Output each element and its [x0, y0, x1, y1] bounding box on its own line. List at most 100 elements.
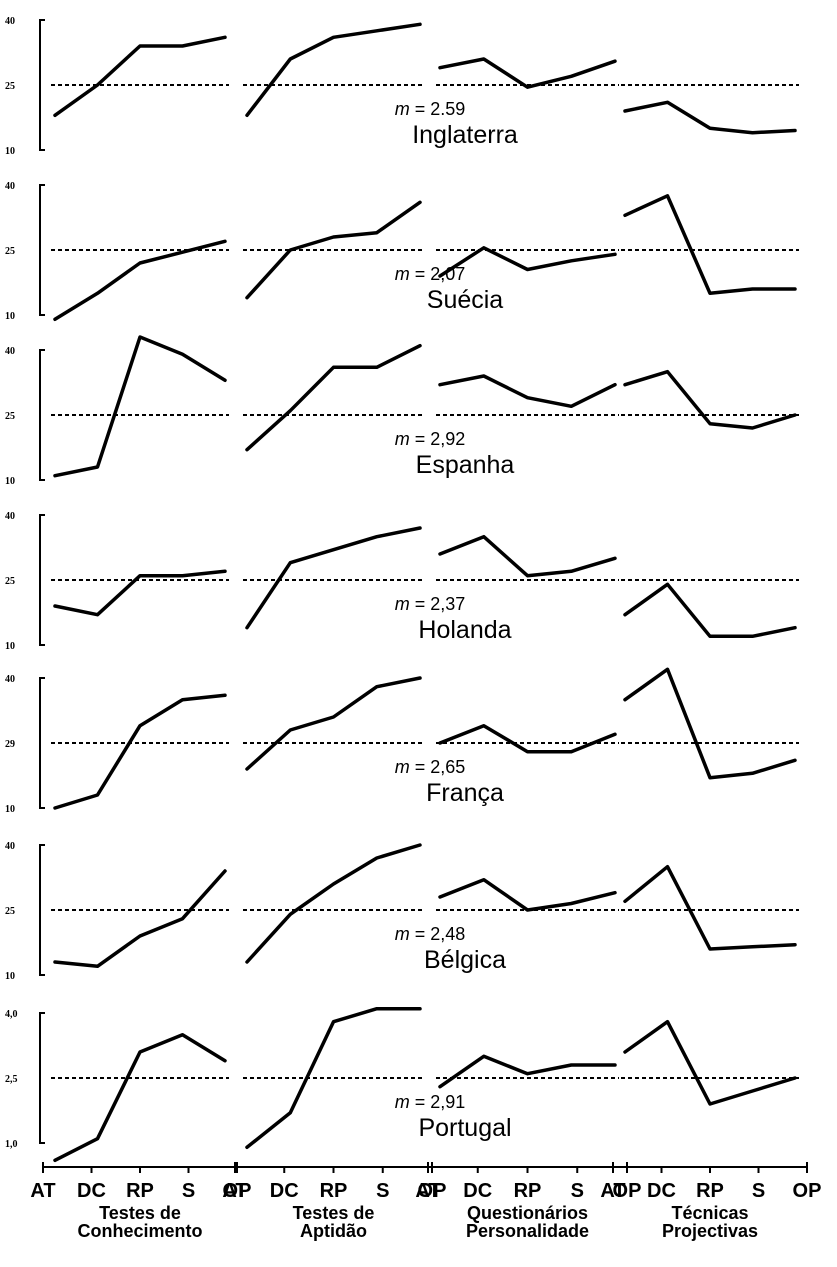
y-tick-label: 10 [5, 311, 15, 322]
y-tick-label: 10 [5, 476, 15, 487]
country-label: Portugal [418, 1114, 511, 1142]
y-tick-label: 2,5 [5, 1074, 18, 1085]
series-line-3 [623, 100, 797, 135]
country-label: Holanda [418, 616, 511, 644]
series-line-2 [438, 1054, 617, 1089]
series-line-0 [53, 693, 227, 810]
y-tick-label: 40 [5, 346, 15, 357]
series-line-1 [245, 843, 422, 964]
y-tick-label: 29 [5, 739, 15, 750]
y-tick-label: 10 [5, 804, 15, 815]
series-line-3 [623, 582, 797, 639]
x-tick-label: DC [647, 1180, 676, 1202]
series-line-1 [245, 676, 422, 771]
series-line-3 [623, 1019, 797, 1106]
y-tick-label: 40 [5, 674, 15, 685]
x-tick-label: S [571, 1180, 584, 1202]
m-label: m = 2,07 [395, 264, 466, 284]
series-line-2 [438, 877, 617, 912]
x-axis-bracket [427, 1162, 628, 1168]
x-tick-label: AT [30, 1180, 55, 1202]
country-label: Inglaterra [412, 121, 518, 149]
x-tick-label: S [752, 1180, 765, 1202]
x-tick-label: RP [320, 1180, 348, 1202]
y-tick-label: 1,0 [5, 1139, 18, 1150]
y-tick-label: 10 [5, 641, 15, 652]
y-axis [39, 1012, 45, 1144]
series-line-0 [53, 35, 227, 118]
m-label: m = 2.59 [395, 99, 466, 119]
y-axis [39, 677, 45, 809]
group-label-line2: Conhecimento [77, 1221, 202, 1241]
y-tick-label: 25 [5, 576, 15, 587]
m-label: m = 2,92 [395, 429, 466, 449]
y-tick-label: 40 [5, 841, 15, 852]
m-label: m = 2,37 [395, 594, 466, 614]
group-label-line1: Testes de [293, 1203, 375, 1223]
x-tick-label: S [376, 1180, 389, 1202]
y-axis [39, 349, 45, 481]
y-axis [39, 184, 45, 316]
country-label: França [426, 779, 504, 807]
series-line-2 [438, 57, 617, 89]
country-label: Suécia [427, 286, 504, 314]
y-tick-label: 40 [5, 511, 15, 522]
x-tick-label: AT [415, 1180, 440, 1202]
y-axis [39, 844, 45, 976]
group-label-line1: Técnicas [671, 1203, 748, 1223]
series-line-3 [623, 194, 797, 296]
y-tick-label: 10 [5, 971, 15, 982]
x-tick-label: OP [613, 1180, 642, 1202]
x-axis-bracket [234, 1162, 433, 1168]
group-label-line1: Questionários [467, 1203, 588, 1223]
y-tick-label: 25 [5, 906, 15, 917]
y-tick-label: 25 [5, 246, 15, 257]
series-line-3 [623, 369, 797, 430]
x-tick-label: S [182, 1180, 195, 1202]
series-line-0 [53, 1032, 227, 1163]
y-tick-label: 40 [5, 181, 15, 192]
x-tick-label: RP [126, 1180, 154, 1202]
series-line-0 [53, 569, 227, 617]
series-line-0 [53, 869, 227, 969]
country-label: Espanha [416, 451, 515, 479]
series-line-2 [438, 374, 617, 409]
m-label: m = 2,65 [395, 757, 466, 777]
series-line-0 [53, 239, 227, 322]
x-tick-label: AT [222, 1180, 247, 1202]
group-label-line2: Aptidão [300, 1221, 367, 1241]
y-tick-label: 25 [5, 411, 15, 422]
x-tick-label: OP [418, 1180, 447, 1202]
x-tick-label: DC [270, 1180, 299, 1202]
group-label-line2: Projectivas [662, 1221, 758, 1241]
y-tick-label: 4,0 [5, 1009, 18, 1020]
m-label: m = 2,48 [395, 924, 466, 944]
x-axis-bracket [612, 1162, 808, 1168]
y-tick-label: 40 [5, 16, 15, 27]
x-tick-label: RP [514, 1180, 542, 1202]
x-tick-label: RP [696, 1180, 724, 1202]
series-line-0 [53, 335, 227, 478]
series-line-3 [623, 667, 797, 780]
y-axis [39, 514, 45, 646]
y-axis [39, 19, 45, 151]
series-line-2 [438, 534, 617, 578]
y-tick-label: 25 [5, 81, 15, 92]
group-label-line1: Testes de [99, 1203, 181, 1223]
y-tick-label: 10 [5, 146, 15, 157]
x-tick-label: OP [223, 1180, 252, 1202]
x-tick-label: OP [793, 1180, 822, 1202]
group-label-line2: Personalidade [466, 1221, 589, 1241]
x-tick-label: DC [77, 1180, 106, 1202]
x-axis-bracket [42, 1162, 238, 1168]
x-tick-label: DC [463, 1180, 492, 1202]
